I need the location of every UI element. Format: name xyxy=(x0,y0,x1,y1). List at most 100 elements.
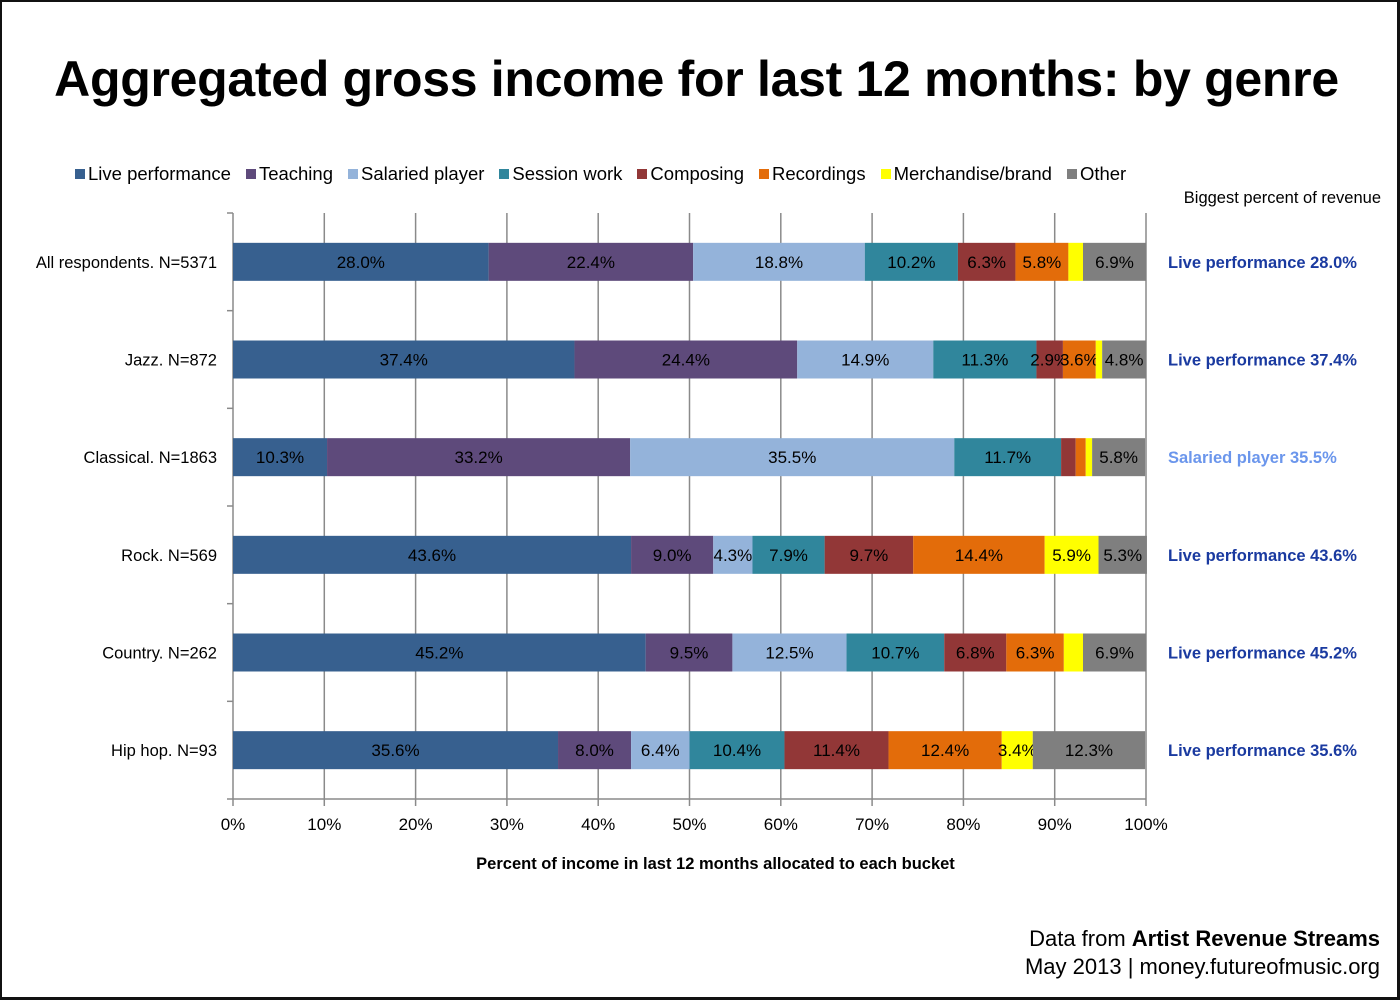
data-label: 18.8% xyxy=(755,253,803,272)
legend-swatch xyxy=(499,169,510,179)
legend-label: Live performance xyxy=(88,163,231,184)
bar-segment-teaching xyxy=(558,731,632,770)
bar-segment-live-performance xyxy=(233,731,559,770)
bar-segment-salaried-player xyxy=(631,731,690,770)
bar-segment-merchandise-brand xyxy=(1063,633,1084,672)
legend-item-salaried-player: Salaried player xyxy=(348,163,484,185)
legend-swatch xyxy=(759,169,769,179)
biggest-share-header: Biggest percent of revenue xyxy=(1183,189,1381,207)
data-label: 5.3% xyxy=(1103,546,1142,565)
bar-segment-teaching xyxy=(645,633,733,672)
bar-segment-merchandise-brand xyxy=(1044,535,1099,574)
data-label: 9.7% xyxy=(850,546,889,565)
source-line-1: Data from Artist Revenue Streams xyxy=(1025,925,1380,953)
legend-swatch xyxy=(880,169,891,179)
data-label: 28.0% xyxy=(337,253,385,272)
x-tick-label: 90% xyxy=(1038,815,1072,834)
data-label: 6.3% xyxy=(1016,644,1055,663)
bar-segment-live-performance xyxy=(233,340,575,379)
biggest-share-label: Live performance 45.2% xyxy=(1168,645,1357,663)
bar-segment-teaching xyxy=(574,340,798,379)
x-tick-label: 50% xyxy=(672,815,706,834)
data-label: 5.8% xyxy=(1023,253,1062,272)
data-label: 43.6% xyxy=(408,546,456,565)
biggest-share-label: Live performance 35.6% xyxy=(1168,742,1357,760)
bar-segment-recordings xyxy=(1006,633,1064,672)
biggest-share-label: Live performance 37.4% xyxy=(1168,352,1357,370)
data-label: 5.9% xyxy=(1052,546,1091,565)
bar-segment-teaching xyxy=(488,242,694,281)
bar-segment-session-work xyxy=(864,242,958,281)
source-prefix: Data from xyxy=(1029,926,1132,951)
data-label: 10.4% xyxy=(713,741,761,760)
bar-segment-merchandise-brand xyxy=(1001,731,1033,770)
data-label: 10.2% xyxy=(887,253,935,272)
legend-swatch xyxy=(348,169,358,179)
data-label: 6.9% xyxy=(1095,253,1134,272)
legend-label: Other xyxy=(1079,163,1127,184)
x-tick-label: 10% xyxy=(307,815,341,834)
bar-segment-session-work xyxy=(933,340,1037,379)
data-label: 4.3% xyxy=(713,546,752,565)
data-label: 6.3% xyxy=(967,253,1006,272)
data-label: 6.8% xyxy=(956,644,995,663)
x-axis-label: Percent of income in last 12 months allo… xyxy=(476,855,955,873)
data-label: 6.4% xyxy=(641,741,680,760)
bar-segment-recordings xyxy=(1075,438,1086,477)
legend-swatch xyxy=(637,169,648,179)
bar-segment-composing xyxy=(944,633,1007,672)
biggest-share-label: Salaried player 35.5% xyxy=(1168,449,1337,467)
category-label: Classical. N=1863 xyxy=(84,449,217,467)
bar-segment-composing xyxy=(784,731,889,770)
legend-label: Merchandise/brand xyxy=(893,163,1052,184)
data-label: 14.4% xyxy=(955,546,1003,565)
legend-swatch xyxy=(75,169,85,179)
bar-segment-live-performance xyxy=(233,242,489,281)
data-label: 7.9% xyxy=(769,546,808,565)
x-tick-label: 100% xyxy=(1124,815,1167,834)
data-label: 11.4% xyxy=(813,741,860,760)
bar-segment-other xyxy=(1083,242,1146,281)
legend-swatch xyxy=(1066,169,1077,179)
category-label: All respondents. N=5371 xyxy=(36,254,217,272)
bar-segment-session-work xyxy=(752,535,825,574)
data-label: 11.3% xyxy=(961,351,1008,370)
data-label: 12.4% xyxy=(921,741,969,760)
bar-segment-salaried-player xyxy=(797,340,934,379)
bar-segment-other xyxy=(1083,633,1146,672)
data-label: 12.5% xyxy=(765,644,813,663)
data-label: 24.4% xyxy=(662,351,710,370)
bar-segment-salaried-player xyxy=(732,633,847,672)
legend-item-merchandise-brand: Merchandise/brand xyxy=(880,163,1052,185)
bar-segment-teaching xyxy=(631,535,714,574)
source-name: Artist Revenue Streams xyxy=(1131,926,1380,951)
bar-segment-other xyxy=(1102,340,1146,379)
bar-segment-other xyxy=(1098,535,1147,574)
data-label: 11.7% xyxy=(984,448,1031,467)
data-label: 37.4% xyxy=(380,351,428,370)
legend-label: Salaried player xyxy=(361,163,485,184)
bar-segment-live-performance xyxy=(233,438,328,477)
bar-segment-salaried-player xyxy=(630,438,955,477)
bar-segment-composing xyxy=(1061,438,1076,477)
biggest-share-label: Live performance 43.6% xyxy=(1168,547,1357,565)
data-label: 12.3% xyxy=(1065,741,1113,760)
bar-segment-composing xyxy=(824,535,914,574)
source-line-2: May 2013 | money.futureofmusic.org xyxy=(1024,954,1380,979)
data-label: 45.2% xyxy=(415,644,463,663)
data-label: 2.9% xyxy=(1030,351,1069,370)
data-label: 35.5% xyxy=(768,448,816,467)
data-label: 10.3% xyxy=(256,448,304,467)
bar-segment-recordings xyxy=(1062,340,1096,379)
data-label: 3.6% xyxy=(1060,351,1099,370)
category-label: Jazz. N=872 xyxy=(125,352,217,370)
data-label: 5.8% xyxy=(1099,448,1138,467)
bar-segment-live-performance xyxy=(233,535,632,574)
category-label: Hip hop. N=93 xyxy=(111,742,217,760)
bar-segment-session-work xyxy=(954,438,1062,477)
bar-segment-recordings xyxy=(913,535,1045,574)
data-label: 33.2% xyxy=(454,448,502,467)
x-tick-label: 60% xyxy=(764,815,798,834)
legend: Live performance Teaching Salaried player S… xyxy=(75,162,1141,186)
